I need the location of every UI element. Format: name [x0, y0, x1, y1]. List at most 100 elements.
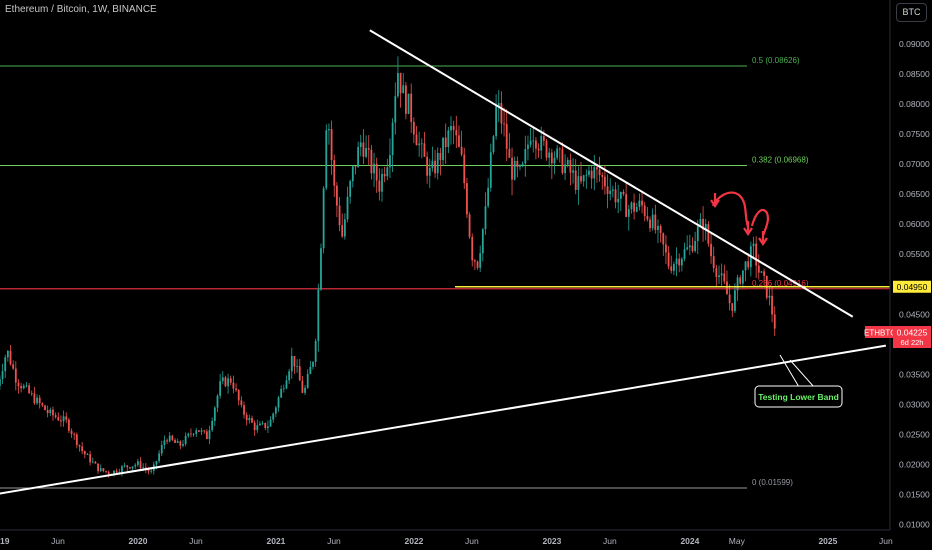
- candle-body: [755, 243, 758, 266]
- candle-body: [489, 152, 492, 188]
- candle-body: [680, 258, 683, 266]
- candle-body: [121, 466, 123, 473]
- candle-body: [274, 407, 277, 414]
- candle-body: [633, 202, 635, 212]
- candle-body: [213, 407, 216, 421]
- candle-body: [399, 73, 402, 94]
- candle-body: [370, 149, 373, 174]
- candle-body: [22, 385, 25, 389]
- candle-body: [227, 378, 229, 387]
- candle-body: [57, 417, 60, 421]
- candle-body: [426, 156, 429, 176]
- x-tick-label: Jun: [327, 536, 341, 546]
- x-tick-label: Jun: [51, 536, 65, 546]
- candle-body: [643, 205, 646, 216]
- candle-body: [731, 303, 734, 311]
- candle-body: [646, 215, 649, 220]
- candle-body: [267, 426, 269, 428]
- x-tick-label: Jun: [465, 536, 479, 546]
- candle-body: [105, 471, 107, 472]
- candle-body: [585, 174, 588, 176]
- candle-body: [694, 241, 697, 252]
- candle-body: [672, 264, 675, 271]
- countdown-label: 6d 22h: [901, 338, 924, 347]
- fib-level-label: 0.236 (0.04916): [752, 279, 809, 288]
- fib-level-label: 0.382 (0.06968): [752, 156, 809, 165]
- y-tick-label: 0.09000: [899, 39, 930, 49]
- candle-body: [452, 125, 455, 131]
- support-price-tag: [893, 280, 931, 293]
- candle-body: [651, 214, 654, 229]
- ticker-label: ETHBTC: [864, 329, 896, 338]
- candle-body: [569, 159, 572, 173]
- candlesticks: [0, 56, 776, 478]
- candle-body: [6, 350, 9, 358]
- x-tick-label: Jun: [603, 536, 617, 546]
- candle-body: [606, 186, 609, 194]
- currency-button[interactable]: BTC: [896, 3, 927, 22]
- candle-body: [718, 275, 720, 278]
- candle-body: [699, 218, 702, 227]
- candle-body: [272, 413, 275, 420]
- down-arrow-head-1: [743, 227, 753, 236]
- candle-body: [304, 387, 306, 393]
- candle-body: [696, 226, 699, 242]
- candle-body: [431, 160, 434, 168]
- x-tick-label: Jun: [879, 536, 893, 546]
- candle-body: [768, 295, 771, 298]
- candle-body: [516, 160, 519, 167]
- current-price-label: 0.04225: [897, 328, 928, 338]
- candle-body: [471, 236, 474, 261]
- y-tick-label: 0.07500: [899, 129, 930, 139]
- candle-body: [147, 469, 150, 472]
- candle-body: [338, 205, 341, 226]
- y-tick-label: 0.05500: [899, 249, 930, 259]
- candle-body: [484, 206, 487, 230]
- candle-body: [476, 261, 479, 268]
- candle-body: [481, 229, 484, 254]
- candle-body: [630, 202, 633, 210]
- candle-body: [83, 451, 86, 455]
- candle-body: [171, 435, 174, 440]
- candle-body: [386, 167, 389, 177]
- candle-body: [256, 425, 259, 431]
- candle-body: [588, 170, 590, 175]
- candle-body: [513, 160, 516, 180]
- candle-body: [593, 167, 596, 179]
- candle-body: [529, 140, 532, 145]
- candle-body: [418, 143, 421, 146]
- candle-body: [726, 281, 728, 295]
- candle-body: [142, 467, 145, 469]
- candle-body: [458, 135, 460, 147]
- y-tick-label: 0.01500: [899, 489, 930, 499]
- candle-body: [378, 180, 381, 192]
- x-tick-label: Jun: [189, 536, 203, 546]
- candle-body: [582, 175, 585, 182]
- candle-body: [577, 176, 580, 190]
- candle-body: [373, 163, 375, 174]
- candle-body: [91, 461, 94, 463]
- callout-pointer: [779, 354, 815, 388]
- y-tick-label: 0.06000: [899, 219, 930, 229]
- candle-body: [129, 467, 131, 469]
- candle-body: [580, 176, 582, 182]
- candle-body: [67, 419, 70, 431]
- candle-body: [357, 146, 360, 168]
- trendline-upper: [369, 29, 854, 318]
- candle-body: [1, 371, 4, 379]
- candle-body: [330, 129, 333, 161]
- candle-body: [301, 380, 304, 393]
- callout-box: [754, 385, 843, 408]
- chart-title: Ethereum / Bitcoin, 1W, BINANCE: [5, 4, 157, 15]
- candle-body: [760, 271, 763, 273]
- candle-body: [550, 152, 553, 164]
- fib-level-label: 0.5 (0.08626): [752, 56, 800, 65]
- trendlines[interactable]: [0, 29, 890, 495]
- candle-body: [423, 143, 426, 157]
- arrow-curve-1: [711, 191, 750, 228]
- candle-body: [99, 468, 102, 472]
- candle-body: [126, 465, 129, 468]
- candle-body: [455, 130, 458, 136]
- candle-body: [670, 266, 673, 271]
